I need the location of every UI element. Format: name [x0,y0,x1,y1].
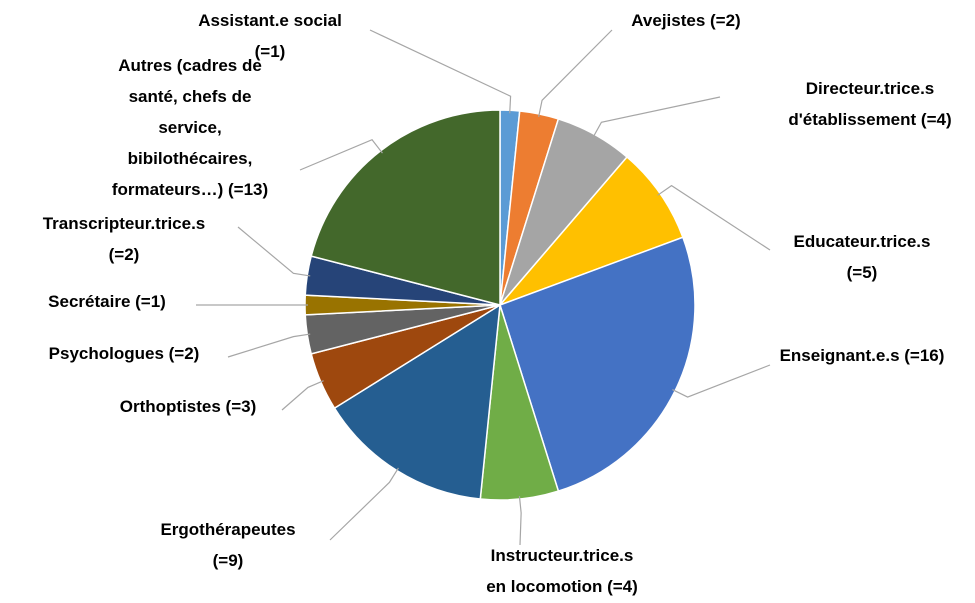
leader-line [329,467,399,541]
slice-label: Secrétaire (=1) [48,292,166,311]
label-line: Psychologues (=2) [49,344,200,363]
slice-label: Ergothérapeutes (=9) [160,520,295,570]
label-line: Directeur.trice.s [806,79,935,98]
leader-line [672,364,771,398]
label-line: service, [158,118,221,137]
label-line: bibilothécaires, [128,149,253,168]
label-line: (=9) [213,551,244,570]
label-line: Ergothérapeutes [160,520,295,539]
slice-label: Directeur.trice.s d'établissement (=4) [788,79,951,129]
slice-label: Instructeur.trice.s en locomotion (=4) [486,546,638,596]
slice-label: Enseignant.e.s (=16) [780,346,945,365]
leader-line [657,184,771,251]
slice-label: Psychologues (=2) [49,344,200,363]
label-line: Secrétaire (=1) [48,292,166,311]
slice-label: Transcripteur.trice.s (=2) [43,214,206,264]
label-line: Enseignant.e.s (=16) [780,346,945,365]
leader-line [281,380,324,411]
leader-line [592,96,721,138]
leader-line [538,29,613,118]
label-line: (=5) [847,263,878,282]
label-line: en locomotion (=4) [486,577,638,596]
label-line: santé, chefs de [129,87,252,106]
leader-line [369,29,512,114]
slice-label: Autres (cadres de santé, chefs de service,… [112,56,268,199]
slice-label: Avejistes (=2) [631,11,740,30]
leader-line [227,333,311,358]
label-line: Autres (cadres de [118,56,262,75]
label-line: Instructeur.trice.s [491,546,634,565]
slice-label: Assistant.e social (=1) [198,11,342,61]
label-line: (=2) [109,245,140,264]
leader-line [299,138,383,171]
label-line: formateurs…) (=13) [112,180,268,199]
slice-label: Orthoptistes (=3) [120,397,257,416]
label-line: Avejistes (=2) [631,11,740,30]
leader-line [237,226,311,277]
label-line: Orthoptistes (=3) [120,397,257,416]
label-line: Educateur.trice.s [793,232,930,251]
label-line: (=1) [255,42,286,61]
leader-line [518,495,522,546]
slice-label: Educateur.trice.s (=5) [793,232,930,282]
label-line: d'établissement (=4) [788,110,951,129]
label-line: Transcripteur.trice.s [43,214,206,233]
label-line: Assistant.e social [198,11,342,30]
